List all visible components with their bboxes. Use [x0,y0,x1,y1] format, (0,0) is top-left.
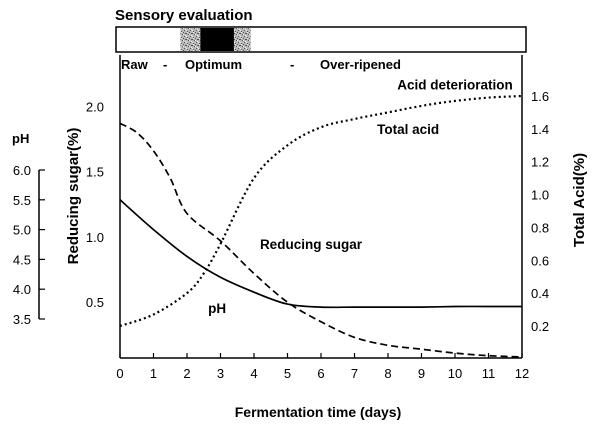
x-tick-label: 12 [515,366,529,381]
series-ph-line [119,199,522,309]
optimum-core-band [200,28,234,51]
reducing-sugar-tick-label: 1.5 [86,165,104,180]
x-tick-label: 4 [250,366,257,381]
reducing-sugar-tick-label: 0.5 [86,295,104,310]
total-acid-tick-label: 1.6 [531,89,549,104]
ph-tick-label: 5.0 [13,223,31,238]
stage-label: Optimum [185,57,242,72]
x-axis-title: Fermentation time (days) [235,404,401,420]
data-lines [119,94,523,358]
x-tick-label: 5 [284,366,291,381]
total-acid-tick-label: 0.8 [531,220,549,235]
sensory-evaluation-bar [115,26,527,53]
annotations: Acid deterioration Total acid Reducing sug… [208,77,513,315]
x-tick-label: 6 [317,366,324,381]
sensory-bar-frame [115,26,527,53]
ph-tick-label: 6.0 [13,163,31,178]
x-tick-label: 2 [183,366,190,381]
reducing-sugar-axis-title: Reducing sugar(%) [65,128,82,265]
x-tick-label: 10 [448,366,462,381]
x-tick-label: 8 [384,366,391,381]
x-tick-label: 1 [150,366,157,381]
total-acid-tick-label: 1.4 [531,122,549,137]
reducing-sugar-tick-label: 2.0 [86,99,104,114]
x-tick-label: 7 [351,366,358,381]
ph-tick-label: 3.5 [13,312,31,327]
total-acid-tick-label: 0.2 [531,319,549,334]
stage-label: Raw [121,57,149,72]
x-tick-label: 0 [116,366,123,381]
annotation-label: Reducing sugar [260,237,363,252]
annotation-label: pH [208,301,226,316]
series-total-acid-line [119,94,523,328]
total-acid-tick-label: 1.2 [531,155,549,170]
stage-label: Over-ripened [320,57,401,72]
stage-label: - [163,57,167,72]
total-acid-axis-title: Total Acid(%) [571,153,588,247]
axes: 0 1 2 3 4 5 6 7 8 9 10 11 120.51.01.52.03.54.04.55.0… [13,55,549,381]
reducing-sugar-tick-label: 1.0 [86,230,104,245]
annotation-label: Total acid [377,122,439,137]
annotation-label: Acid deterioration [397,77,513,92]
sensory-evaluation-title: Sensory evaluation [115,7,253,24]
ph-axis-title: pH [12,131,29,146]
ph-tick-label: 5.5 [13,193,31,208]
sensory-stage-labels: Raw - Optimum - Over-ripened [121,57,401,72]
total-acid-tick-label: 1.0 [531,188,549,203]
total-acid-tick-label: 0.6 [531,253,549,268]
x-tick-label: 3 [217,366,224,381]
stage-label: - [290,57,294,72]
x-tick-label: 9 [418,366,425,381]
x-tick-label: 11 [482,366,496,381]
ph-tick-label: 4.0 [13,282,31,297]
ph-tick-label: 4.5 [13,252,31,267]
total-acid-tick-label: 0.4 [531,286,549,301]
